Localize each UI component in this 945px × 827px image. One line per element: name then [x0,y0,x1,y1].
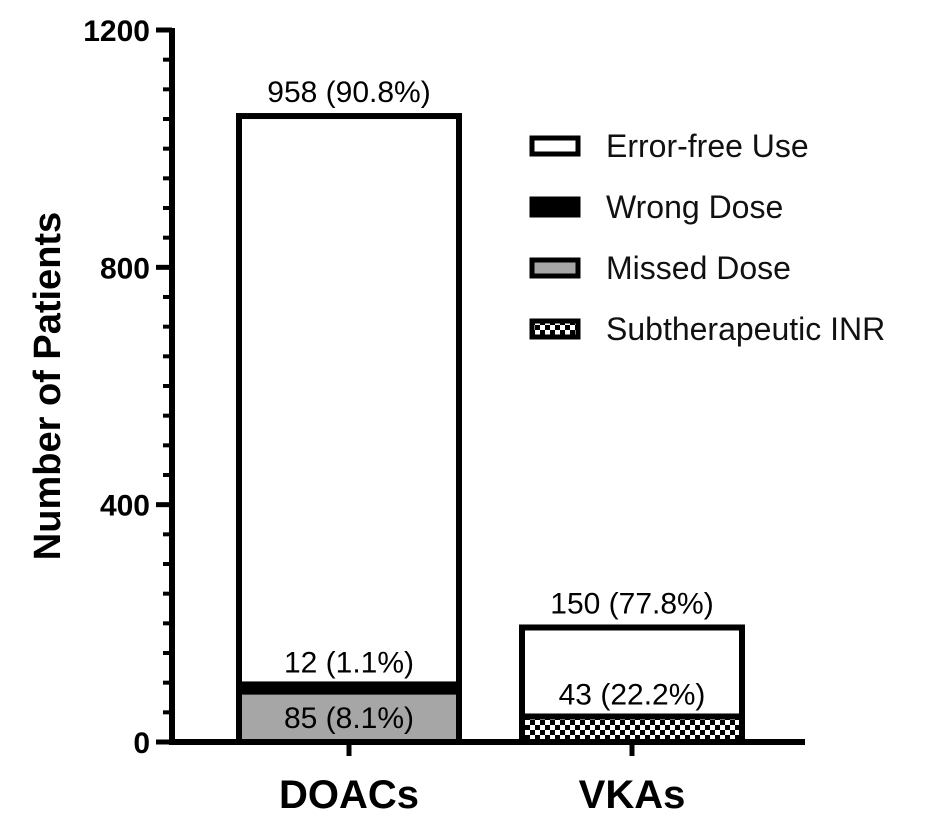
bar-segment-vkas-subtherapeutic-inr [519,713,745,746]
data-label-doacs-error-free-use: 958 (90.8%) [267,76,430,109]
bar-segment-doacs-error-free-use [236,113,462,688]
x-tick-label: VKAs [579,773,686,817]
bar-segment-vkas-error-free-use [519,624,745,720]
y-tick-label: 800 [100,252,150,285]
y-tick-label: 0 [133,727,150,760]
data-label-doacs-wrong-dose: 12 (1.1%) [284,646,414,679]
legend-label-wrong-dose: Wrong Dose [606,189,783,225]
legend-swatch-error-free-use [529,135,581,157]
x-tick-label: DOACs [279,773,419,817]
bar-segment-doacs-missed-dose [236,688,462,745]
y-axis-title: Number of Patients [27,212,69,560]
legend-label-subtherapeutic-inr: Subtherapeutic INR [606,311,885,347]
legend-label-missed-dose: Missed Dose [606,250,791,286]
data-label-vkas-subtherapeutic-inr: 43 (22.2%) [559,678,706,711]
y-tick-label: 400 [100,490,150,523]
y-tick-label: 1200 [83,15,150,48]
legend-swatch-missed-dose [529,257,581,279]
legend-label-error-free-use: Error-free Use [606,128,809,164]
data-label-doacs-missed-dose: 85 (8.1%) [284,702,414,735]
legend-swatch-subtherapeutic-inr [529,318,581,340]
data-label-vkas-error-free-use: 150 (77.8%) [550,587,713,620]
legend-swatch-wrong-dose [529,196,581,218]
